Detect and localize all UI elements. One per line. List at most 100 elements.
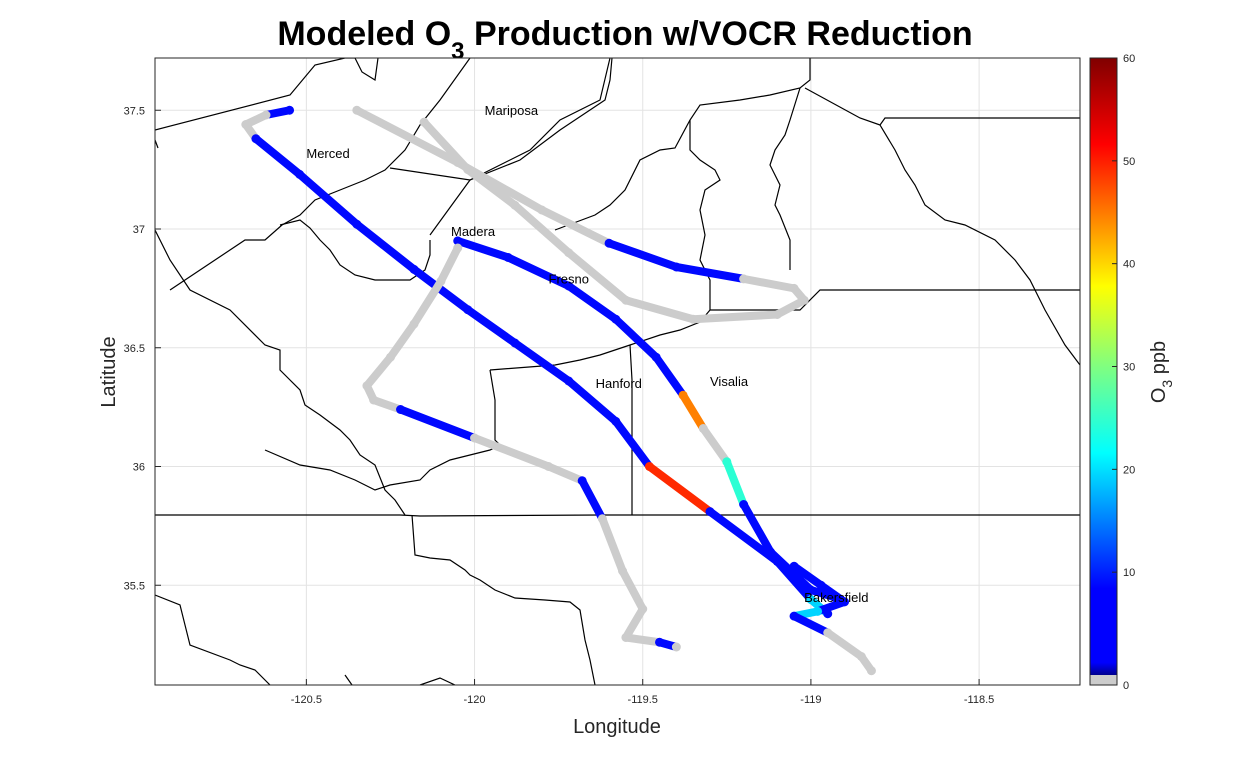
city-labels: Mariposa Merced Madera Fresno Hanford Visalia… [306, 103, 868, 605]
track-segment [699, 424, 731, 466]
track-segment [564, 377, 620, 426]
data-point [823, 628, 833, 638]
data-point [789, 561, 799, 571]
data-point [285, 105, 295, 115]
data-point [564, 376, 574, 386]
y-tick-label-0: 35.5 [124, 580, 145, 592]
data-point [671, 642, 681, 652]
track-segment [621, 633, 664, 647]
data-point [385, 352, 395, 362]
track-segment [739, 274, 799, 293]
data-point [537, 205, 547, 215]
data-point [453, 158, 463, 167]
x-tick-label-3: -119 [800, 694, 821, 706]
track-segment [605, 239, 681, 271]
data-point [651, 352, 661, 362]
data-point [739, 274, 749, 284]
data-point [463, 165, 473, 175]
track-segment [251, 134, 304, 179]
plot-background [155, 58, 1080, 685]
flight-track-5 [789, 561, 876, 676]
track-segment [722, 457, 748, 509]
track-segment [645, 462, 714, 516]
data-point [577, 476, 587, 486]
data-point [772, 310, 782, 319]
track-segment [396, 405, 479, 442]
track-segment [510, 201, 573, 257]
data-point [678, 390, 688, 400]
track-segment [544, 462, 587, 485]
track-segment [689, 310, 782, 324]
data-point [503, 253, 513, 262]
data-point [611, 314, 621, 324]
colorbar-tick-label-2: 20 [1123, 464, 1135, 476]
x-tick-label-1: -120 [464, 694, 486, 706]
data-point [295, 169, 305, 179]
data-point [766, 547, 776, 557]
track-segment [621, 296, 698, 324]
data-point [611, 416, 621, 426]
track-segment [352, 220, 418, 274]
track-segment [672, 263, 748, 283]
data-point [251, 134, 261, 144]
track-segment [436, 244, 462, 286]
y-axis-label: Latitude [98, 336, 120, 407]
data-point [470, 433, 480, 443]
data-point [564, 281, 574, 291]
city-label-fresno: Fresno [549, 272, 589, 287]
data-point [722, 457, 732, 467]
city-label-visalia: Visalia [710, 374, 749, 389]
track-segment [510, 339, 573, 385]
colorbar-tick-label-5: 50 [1123, 156, 1135, 168]
track-segment [537, 206, 614, 248]
city-label-madera: Madera [451, 224, 496, 239]
track-segment [352, 106, 462, 167]
track-segment [598, 514, 627, 575]
data-point [409, 319, 419, 329]
city-label-mariposa: Mariposa [485, 103, 539, 118]
data-point [544, 462, 554, 471]
track-segment [386, 320, 418, 362]
x-axis-label: Longitude [573, 716, 661, 738]
data-point [638, 604, 648, 614]
title-main: Modeled O [277, 15, 451, 53]
flight-tracks [241, 105, 876, 676]
data-point [705, 507, 715, 517]
data-point [453, 243, 463, 253]
data-point [597, 514, 607, 524]
track-segment [564, 248, 630, 305]
city-label-bakersfield: Bakersfield [804, 590, 868, 605]
track-segment [564, 282, 620, 324]
data-point [866, 666, 876, 676]
colorbar-frame [1089, 57, 1118, 686]
data-point [409, 264, 419, 274]
data-point [789, 611, 799, 621]
data-point [789, 283, 799, 293]
track-segment [773, 296, 809, 319]
track-segment [621, 605, 647, 642]
track-segment [578, 476, 607, 523]
track-segment [739, 500, 775, 556]
flight-track-1 [241, 105, 833, 619]
track-segment [790, 612, 832, 637]
track-segment [618, 567, 647, 613]
track-segment [369, 396, 405, 414]
data-point [621, 295, 631, 305]
data-point [806, 595, 816, 604]
track-segment [410, 277, 445, 328]
track-segment [679, 391, 708, 433]
y-tick-label-3: 37 [133, 224, 145, 236]
x-tick-label-2: -119.5 [628, 694, 658, 706]
city-label-merced: Merced [306, 146, 349, 161]
track-segment [652, 353, 688, 400]
chart-title: Modeled O3 Production w/VOCR Reduction [277, 15, 972, 65]
track-segment [470, 434, 553, 471]
data-point [369, 395, 379, 405]
colorbar-label-main: O [1148, 388, 1170, 404]
plot-frame [154, 57, 1081, 686]
data-point [564, 248, 574, 258]
data-point [352, 105, 362, 115]
colorbar-label-rest: ppb [1148, 341, 1170, 380]
data-point [241, 120, 251, 129]
